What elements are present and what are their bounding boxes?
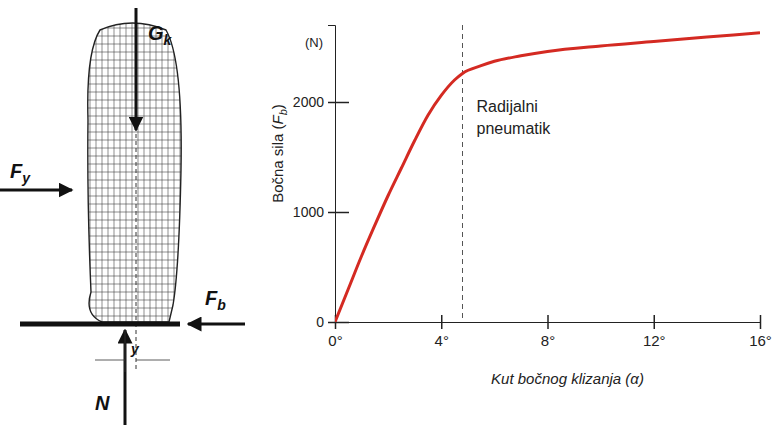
x-tick-mark (441, 315, 443, 329)
x-tick: 8° (541, 315, 555, 349)
force-arrow (0, 189, 72, 192)
mesh-line (80, 212, 190, 213)
label-main: y (130, 341, 140, 357)
ground (20, 322, 180, 327)
figure: GkFyFbNy0°4°8°12°16°010002000(N)Bočna si… (0, 0, 780, 428)
label-sub: b (217, 297, 226, 313)
force-label: Fb (205, 287, 226, 313)
mesh-line (120, 10, 121, 330)
mesh-line (138, 10, 139, 330)
mesh-line (80, 204, 190, 205)
y-tick-label: 1000 (293, 204, 324, 220)
x-tick-label: 4° (435, 332, 449, 349)
mesh-line (80, 188, 190, 189)
y-tick-mark (328, 322, 349, 324)
y-tick: 0 (316, 314, 349, 330)
force-arrow (124, 330, 127, 425)
force-label: Gk (148, 22, 173, 48)
mesh-line (80, 164, 190, 165)
dimension-line (95, 360, 125, 361)
mesh-line (96, 10, 97, 330)
force-label: Fy (10, 160, 31, 186)
mesh-line (80, 196, 190, 197)
x-tick-mark (760, 315, 762, 329)
mesh-line (150, 10, 151, 330)
mesh-line (162, 10, 163, 330)
tire-outline (88, 23, 181, 322)
x-tick: 16° (749, 315, 772, 349)
x-axis: 0° 4° 8° 12° 16° (328, 315, 772, 349)
tire-diagram: GkFyFbNy (0, 8, 245, 425)
annotation: Radijalnipneumatik (477, 98, 552, 137)
y-tick: 2000 (293, 94, 349, 110)
force-label: N (95, 392, 110, 414)
mesh-line (108, 10, 109, 330)
mesh-line (168, 10, 169, 330)
y-axis-title: Bočna sila (Fb) (269, 104, 289, 203)
mesh-line (80, 236, 190, 237)
mesh-line (80, 228, 190, 229)
mesh-line (156, 10, 157, 330)
label-main: G (148, 22, 164, 44)
dimension-line (136, 360, 170, 361)
x-tick-label: 0° (328, 332, 342, 349)
label-main: F (205, 287, 218, 309)
dimension-line (125, 330, 126, 372)
center-line (136, 8, 137, 370)
force-arrow (188, 323, 245, 326)
mesh-line (114, 10, 115, 330)
x-tick: 12° (643, 315, 666, 349)
mesh-line (144, 10, 145, 330)
mesh-line (80, 284, 190, 285)
mesh-line (126, 10, 127, 330)
x-tick-label: 16° (749, 332, 772, 349)
force-arrow (135, 8, 138, 130)
y-tick: 1000 (293, 204, 349, 220)
y-unit: (N) (305, 35, 323, 50)
mesh-line (80, 172, 190, 173)
x-tick: 4° (435, 315, 449, 349)
mesh-line (84, 10, 85, 330)
mesh-line (132, 10, 133, 330)
y-tick-label: 0 (316, 314, 324, 330)
x-tick-label: 12° (643, 332, 666, 349)
label-main: N (95, 392, 110, 414)
label-sub: y (21, 170, 31, 186)
reference-line (462, 25, 463, 322)
mesh-line (80, 148, 190, 149)
y-tick-label: 2000 (293, 94, 324, 110)
x-tick-label: 8° (541, 332, 555, 349)
mesh-line (80, 276, 190, 277)
y-tick-mark (328, 212, 349, 214)
x-tick-mark (547, 315, 549, 329)
mesh-line (80, 220, 190, 221)
mesh-line (80, 268, 190, 269)
mesh-line (80, 292, 190, 293)
label-main: F (10, 160, 23, 182)
x-tick-mark (654, 315, 656, 329)
y-tick-mark (328, 102, 349, 104)
mesh-line (80, 132, 190, 133)
mesh-line (80, 252, 190, 253)
mesh-line (80, 316, 190, 317)
y-axis-line (328, 26, 336, 323)
data-line (335, 33, 760, 322)
plot-marks (335, 25, 760, 322)
mesh-line (80, 156, 190, 157)
label-sub: k (164, 32, 173, 48)
mesh-line (80, 244, 190, 245)
mesh-line (80, 180, 190, 181)
mesh-line (80, 260, 190, 261)
x-axis-title: Kut bočnog klizanja (α) (491, 370, 644, 387)
mesh-line (80, 308, 190, 309)
force-label: y (130, 341, 140, 357)
mesh-line (102, 10, 103, 330)
y-axis: 0 1000 2000 (293, 26, 349, 330)
mesh-line (80, 140, 190, 141)
